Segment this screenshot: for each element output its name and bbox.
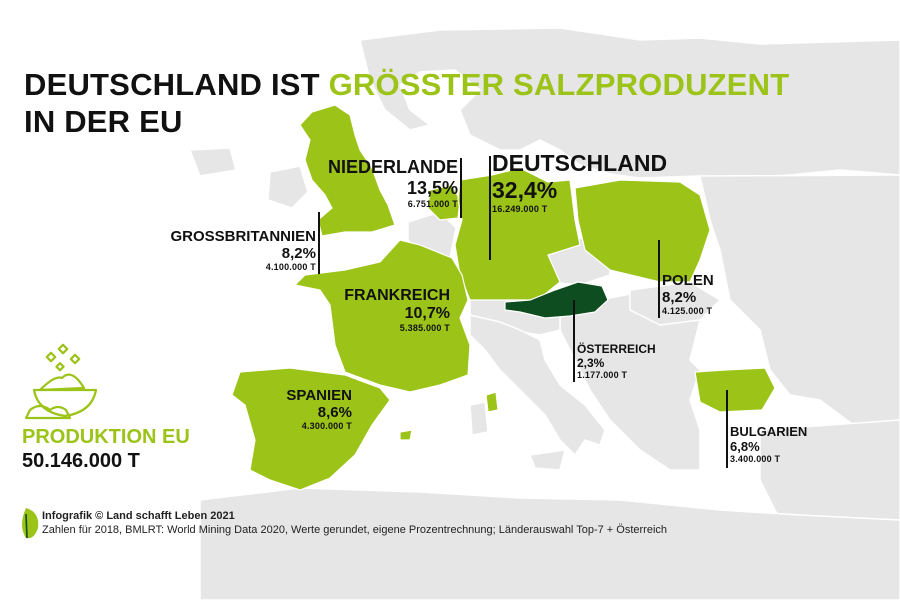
- pl-tons: 4.125.000 T: [662, 306, 713, 316]
- de-tons: 16.249.000 T: [492, 204, 548, 214]
- fr-percent: 10,7%: [404, 305, 450, 322]
- de-name: DEUTSCHLAND: [492, 150, 668, 176]
- bg-percent: 6,8%: [730, 439, 760, 454]
- de-percent: 32,4%: [492, 177, 558, 203]
- fr-name: FRANKREICH: [344, 287, 450, 304]
- country-es: [231, 367, 391, 491]
- nl-leader-line: [460, 158, 462, 218]
- ireland-land: [267, 165, 309, 209]
- label-gb: GROSSBRITANNIEN 8,2% 4.100.000 T: [140, 228, 316, 272]
- country-at: [504, 281, 609, 319]
- salt-bowl-icon: [24, 343, 98, 420]
- gb-tons: 4.100.000 T: [265, 262, 316, 272]
- footer-credit: Infografik © Land schafft Leben 2021: [42, 510, 235, 522]
- at-leader-line: [573, 300, 575, 382]
- title-highlight: GRÖSSTER SALZPRODUZENT: [328, 67, 790, 102]
- label-bg: BULGARIEN 6,8% 3.400.000 T: [730, 424, 807, 464]
- production-total: PRODUKTION EU 50.146.000 T: [22, 426, 190, 473]
- country-pl: [574, 179, 711, 283]
- sicily-land: [528, 449, 566, 471]
- label-es: SPANIEN 8,6% 4.300.000 T: [250, 387, 352, 431]
- label-de: DEUTSCHLAND 32,4% 16.249.000 T: [492, 150, 667, 214]
- fr-tons: 5.385.000 T: [399, 323, 450, 333]
- title-line2: IN DER EU: [24, 104, 183, 139]
- title-part1: DEUTSCHLAND IST: [24, 67, 329, 102]
- nl-name: NIEDERLANDE: [327, 157, 458, 177]
- es-tons: 4.300.000 T: [301, 421, 352, 431]
- label-pl: POLEN 8,2% 4.125.000 T: [662, 272, 714, 316]
- pl-leader-line: [658, 240, 660, 318]
- country-corsica: [485, 391, 499, 413]
- nl-percent: 13,5%: [406, 178, 458, 198]
- bg-leader-line: [726, 390, 728, 468]
- production-value: 50.146.000 T: [22, 450, 140, 472]
- nl-tons: 6.751.000 T: [407, 199, 458, 209]
- country-bg: [694, 367, 776, 413]
- country-mallorca: [399, 429, 413, 441]
- de-leader-line: [489, 156, 491, 260]
- north-africa-land: [199, 487, 900, 600]
- at-tons: 1.177.000 T: [577, 370, 628, 380]
- gb-percent: 8,2%: [281, 245, 316, 262]
- label-at: ÖSTERREICH 2,3% 1.177.000 T: [577, 342, 656, 380]
- eastern-europe-land: [699, 174, 900, 431]
- pl-name: POLEN: [662, 272, 714, 289]
- bg-name: BULGARIEN: [730, 424, 808, 439]
- sardinia-land: [469, 401, 489, 436]
- gb-leader-line: [318, 212, 320, 274]
- es-percent: 8,6%: [317, 404, 352, 421]
- es-name: SPANIEN: [286, 387, 352, 404]
- label-nl: NIEDERLANDE 13,5% 6.751.000 T: [300, 157, 458, 209]
- production-label: PRODUKTION EU: [22, 426, 190, 448]
- label-fr: FRANKREICH 10,7% 5.385.000 T: [300, 287, 450, 333]
- country-fr: [293, 239, 471, 393]
- scandinavia-land: [359, 27, 900, 179]
- pl-percent: 8,2%: [662, 289, 697, 306]
- country-de: [454, 167, 581, 301]
- footer-source: Zahlen für 2018, BMLRT: World Mining Dat…: [42, 524, 668, 536]
- at-name: ÖSTERREICH: [577, 342, 656, 356]
- at-percent: 2,3%: [577, 356, 605, 370]
- gb-name: GROSSBRITANNIEN: [170, 228, 316, 245]
- page-title: DEUTSCHLAND IST GRÖSSTER SALZPRODUZENT I…: [24, 66, 789, 140]
- leaf-logo-icon: [22, 508, 39, 539]
- highlighted-countries: [231, 104, 776, 491]
- country-gb: [299, 104, 396, 237]
- italy-land: [469, 314, 606, 457]
- footer: Infografik © Land schafft Leben 2021 Zah…: [42, 509, 667, 537]
- bg-tons: 3.400.000 T: [730, 454, 781, 464]
- iceland-land: [188, 147, 237, 177]
- country-nl: [427, 184, 461, 221]
